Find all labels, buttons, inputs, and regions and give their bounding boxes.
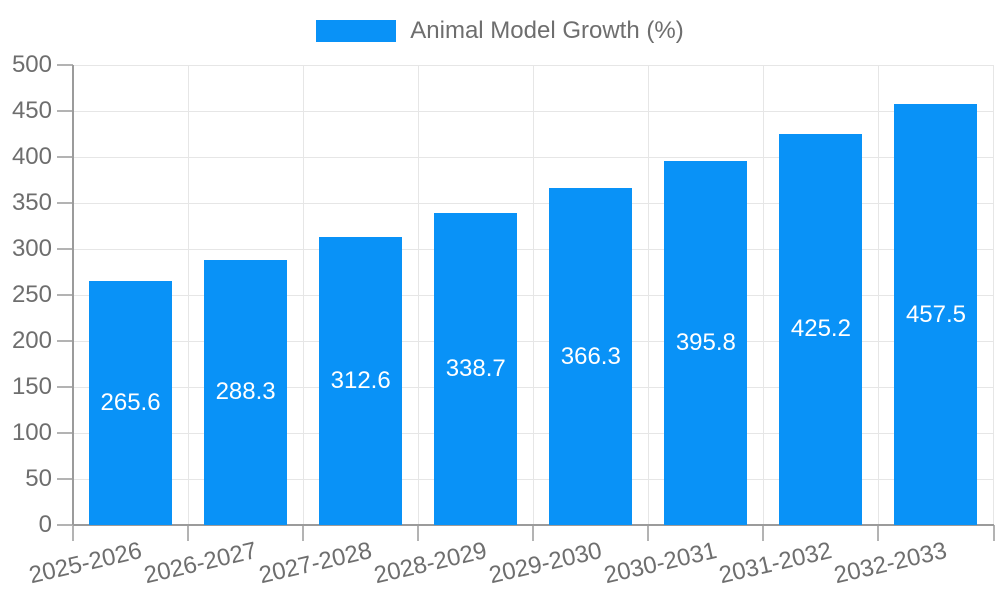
vertical-gridline bbox=[302, 65, 304, 525]
y-axis-tick-label: 50 bbox=[25, 465, 52, 492]
y-axis-tick bbox=[57, 294, 73, 296]
bar-value-label: 288.3 bbox=[215, 378, 276, 406]
bar-value-label: 425.2 bbox=[790, 315, 851, 343]
x-axis-tick bbox=[302, 525, 305, 541]
x-axis-tick bbox=[762, 525, 765, 541]
vertical-gridline bbox=[187, 65, 189, 525]
x-axis-tick bbox=[72, 525, 74, 541]
bar-value-label: 312.6 bbox=[330, 367, 391, 395]
vertical-gridline bbox=[417, 65, 419, 525]
y-axis-tick-label: 200 bbox=[11, 327, 52, 354]
y-axis-tick bbox=[57, 64, 73, 66]
x-axis-tick-label: 2032-2033 bbox=[831, 537, 950, 590]
y-axis-tick-label: 100 bbox=[11, 419, 52, 446]
legend-swatch bbox=[316, 20, 397, 42]
x-axis-tick-label: 2027-2028 bbox=[256, 537, 375, 590]
x-axis-tick bbox=[532, 525, 535, 541]
y-axis-tick bbox=[57, 202, 73, 204]
y-axis-tick bbox=[57, 386, 73, 388]
y-axis-tick bbox=[57, 524, 73, 526]
bar-value-label: 457.5 bbox=[905, 300, 966, 328]
y-axis-tick bbox=[57, 156, 73, 158]
y-axis-tick-label: 250 bbox=[11, 281, 52, 308]
vertical-gridline bbox=[762, 65, 764, 525]
x-axis-tick-label: 2031-2032 bbox=[716, 537, 835, 590]
bar-value-label: 366.3 bbox=[560, 342, 621, 370]
y-axis-tick-label: 400 bbox=[11, 143, 52, 170]
x-axis-line bbox=[73, 524, 994, 526]
vertical-gridline bbox=[877, 65, 879, 525]
legend-label: Animal Model Growth (%) bbox=[410, 17, 684, 44]
y-axis-tick bbox=[57, 248, 73, 250]
y-axis-tick bbox=[57, 340, 73, 342]
y-axis-tick bbox=[57, 432, 73, 434]
x-axis-tick-label: 2026-2027 bbox=[141, 537, 260, 590]
bar[interactable] bbox=[664, 160, 748, 525]
y-axis-tick-label: 500 bbox=[11, 51, 52, 78]
y-axis-tick bbox=[57, 478, 73, 480]
bar[interactable] bbox=[434, 213, 518, 525]
y-axis-tick-label: 0 bbox=[38, 511, 52, 538]
x-axis-tick bbox=[417, 525, 420, 541]
vertical-gridline bbox=[647, 65, 649, 525]
bar-value-label: 395.8 bbox=[675, 328, 736, 356]
x-axis-tick-label: 2025-2026 bbox=[26, 537, 145, 590]
y-axis-tick-label: 150 bbox=[11, 373, 52, 400]
x-axis-tick bbox=[992, 525, 995, 541]
x-axis-tick-label: 2029-2030 bbox=[486, 537, 605, 590]
x-axis-tick bbox=[877, 525, 880, 541]
bar[interactable] bbox=[204, 259, 288, 525]
bar[interactable] bbox=[89, 280, 173, 525]
y-axis-line bbox=[72, 65, 74, 525]
x-axis-tick-label: 2030-2031 bbox=[601, 537, 720, 590]
bar[interactable] bbox=[779, 133, 863, 525]
vertical-gridline bbox=[993, 65, 994, 525]
bar[interactable] bbox=[894, 104, 978, 525]
x-axis-tick bbox=[187, 525, 190, 541]
y-axis-tick-label: 300 bbox=[11, 235, 52, 262]
x-axis-tick bbox=[647, 525, 650, 541]
y-axis-tick-label: 350 bbox=[11, 189, 52, 216]
bar-value-label: 265.6 bbox=[100, 388, 161, 416]
y-axis-tick bbox=[57, 110, 73, 112]
bar[interactable] bbox=[549, 188, 633, 525]
bar-value-label: 338.7 bbox=[445, 355, 506, 383]
legend-item[interactable]: Animal Model Growth (%) bbox=[0, 18, 1000, 44]
x-axis-tick-label: 2028-2029 bbox=[371, 537, 490, 590]
vertical-gridline bbox=[532, 65, 534, 525]
bar[interactable] bbox=[319, 237, 403, 525]
y-axis-tick-label: 450 bbox=[11, 97, 52, 124]
